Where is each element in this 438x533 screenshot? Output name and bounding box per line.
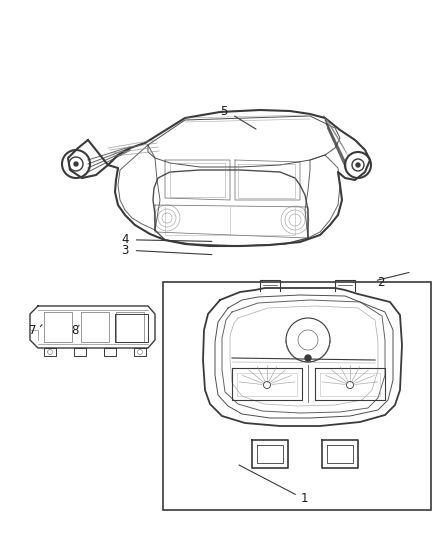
Text: 5: 5 <box>220 106 227 118</box>
Text: 2: 2 <box>377 276 385 289</box>
Text: 8: 8 <box>71 324 78 337</box>
Text: 7: 7 <box>29 324 37 337</box>
Text: 4: 4 <box>121 233 129 246</box>
Text: 3: 3 <box>121 244 128 257</box>
Circle shape <box>356 163 360 167</box>
Circle shape <box>74 162 78 166</box>
Bar <box>163 282 431 510</box>
Circle shape <box>305 355 311 361</box>
Text: 1: 1 <box>300 492 308 505</box>
